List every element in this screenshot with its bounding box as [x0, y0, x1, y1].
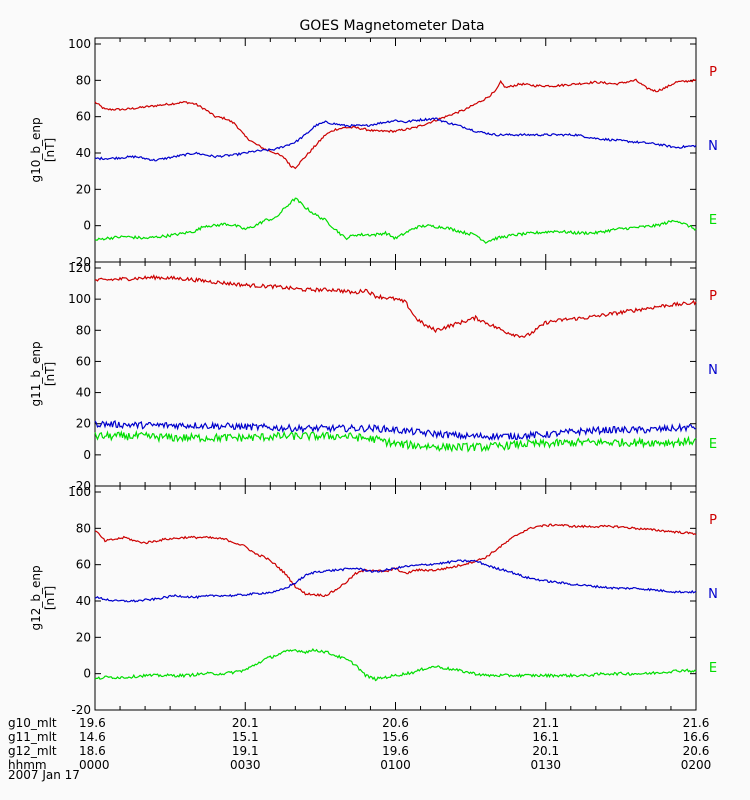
legend-E: E [709, 437, 717, 452]
legend-E: E [709, 661, 717, 676]
panel-frame [94, 261, 697, 487]
series-line-N [94, 559, 697, 603]
legend-E: E [709, 213, 717, 228]
y-tick-label: 0 [83, 448, 91, 462]
x-row-value: 18.6 [79, 744, 106, 758]
y-tick-label: 100 [68, 485, 91, 499]
series-line-E [94, 197, 697, 244]
x-row-value: 14.6 [79, 730, 106, 744]
panel-g11: -20 0 20 40 60 80 100 120 g11_b_enp [nT] P N E [29, 261, 718, 493]
y-tick-label: 40 [76, 594, 91, 608]
x-row-label: hhmm [8, 758, 47, 772]
y-tick-label: 40 [76, 386, 91, 400]
x-row-value: 20.6 [382, 716, 409, 730]
y-tick-label: 40 [76, 146, 91, 160]
legend-N: N [708, 139, 718, 154]
x-row-value: 15.1 [232, 730, 259, 744]
panel-frame [94, 485, 697, 711]
legend-P: P [709, 289, 717, 304]
x-row-value: 19.1 [232, 744, 259, 758]
x-row-label: g10_mlt [8, 716, 57, 730]
panel-g12: -20 0 20 40 60 80 100 g12_b_enp [nT] P N E [29, 485, 718, 717]
y-tick-label: -20 [71, 703, 91, 717]
y-tick-label: 60 [76, 110, 91, 124]
y-axis-unit: [nT] [43, 586, 57, 610]
x-row-value: 21.1 [532, 716, 559, 730]
y-tick-label: 80 [76, 323, 91, 337]
y-tick-label: 80 [76, 521, 91, 535]
x-row-value: 19.6 [79, 716, 106, 730]
x-row-value: 15.6 [382, 730, 409, 744]
x-row-value: 0000 [79, 758, 110, 772]
y-axis-label: g11_b_enp [29, 341, 43, 406]
y-tick-label: 120 [68, 261, 91, 275]
x-row-value: 16.1 [532, 730, 559, 744]
x-row-value: 20.1 [232, 716, 259, 730]
y-axis-label: g10_b_enp [29, 117, 43, 182]
y-tick-label: 60 [76, 558, 91, 572]
y-tick-label: 20 [76, 630, 91, 644]
y-tick-label: 0 [83, 219, 91, 233]
x-row-label: g11_mlt [8, 730, 57, 744]
legend-N: N [708, 363, 718, 378]
series-line-P [94, 78, 697, 170]
y-tick-label: 20 [76, 417, 91, 431]
y-axis-label: g12_b_enp [29, 565, 43, 630]
y-tick-label: -20 [71, 255, 91, 269]
chart-title: GOES Magnetometer Data [299, 18, 484, 34]
x-row-value: 20.6 [683, 744, 710, 758]
x-row-value: 0100 [380, 758, 411, 772]
x-row-label: g12_mlt [8, 744, 57, 758]
y-tick-label: 0 [83, 667, 91, 681]
y-axis-unit: [nT] [43, 138, 57, 162]
y-tick-label: 60 [76, 354, 91, 368]
y-tick-label: 100 [68, 292, 91, 306]
x-row-value: 20.1 [532, 744, 559, 758]
series-line-E [94, 429, 697, 453]
legend-P: P [709, 65, 717, 80]
x-row-value: 0200 [681, 758, 712, 772]
panel-g10: -20 0 20 40 60 80 100 g10_b_enp [nT] P N E [29, 37, 718, 269]
x-row-value: 0130 [530, 758, 561, 772]
y-tick-label: 80 [76, 73, 91, 87]
y-tick-label: -20 [71, 479, 91, 493]
y-axis-unit: [nT] [43, 362, 57, 386]
series-line-N [94, 117, 697, 162]
series-line-E [94, 648, 697, 682]
x-row-value: 0030 [230, 758, 261, 772]
series-line-P [94, 274, 697, 339]
x-row-value: 19.6 [382, 744, 409, 758]
date-label: 2007 Jan 17 [8, 768, 80, 782]
x-row-value: 16.6 [683, 730, 710, 744]
x-row-value: 21.6 [683, 716, 710, 730]
legend-N: N [708, 587, 718, 602]
y-tick-label: 20 [76, 182, 91, 196]
legend-P: P [709, 513, 717, 528]
y-tick-label: 100 [68, 37, 91, 51]
panel-frame [94, 37, 697, 263]
series-line-N [94, 419, 697, 442]
